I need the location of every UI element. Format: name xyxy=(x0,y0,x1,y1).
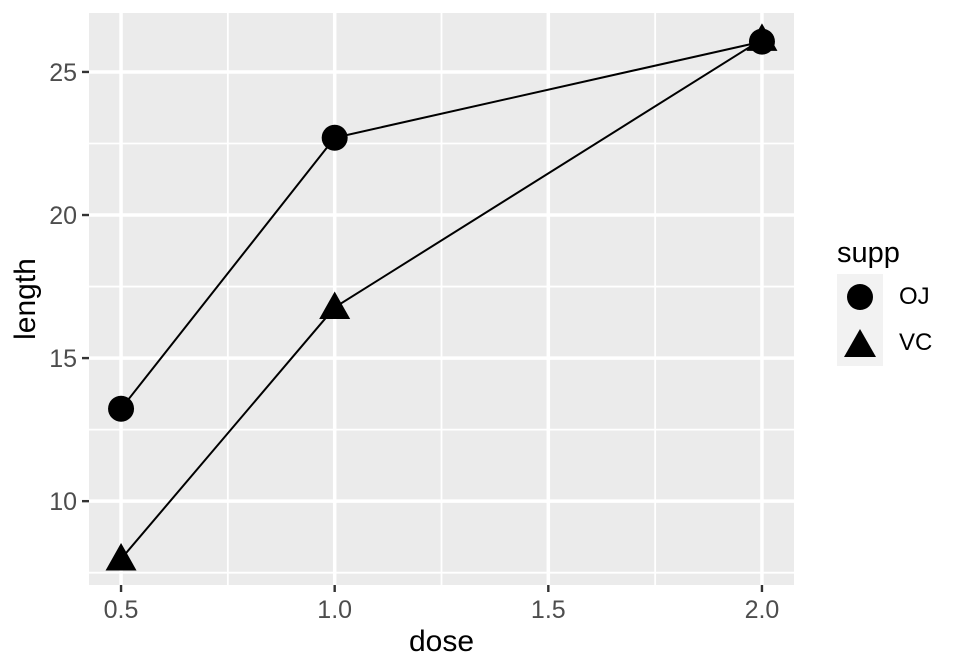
data-point-vc xyxy=(105,542,137,571)
legend-label-oj: OJ xyxy=(899,283,930,310)
y-tick-label: 10 xyxy=(49,488,77,516)
legend: supp OJ VC xyxy=(837,237,932,366)
y-axis-title: length xyxy=(9,258,42,340)
y-tick-label: 15 xyxy=(49,345,77,373)
x-axis-title: dose xyxy=(408,625,475,658)
x-tick-label: 1.0 xyxy=(317,596,352,624)
data-point-vc xyxy=(746,23,778,51)
x-tick-label: 1.5 xyxy=(531,596,566,624)
x-tick-label: 0.5 xyxy=(104,596,139,624)
y-tick-label: 20 xyxy=(49,202,77,230)
data-point-vc xyxy=(319,291,351,319)
y-tick-label: 25 xyxy=(49,59,77,87)
legend-circle-icon xyxy=(847,284,873,310)
legend-triangle-icon xyxy=(844,329,876,357)
legend-title: supp xyxy=(837,237,900,269)
legend-item-vc: VC xyxy=(837,320,932,366)
legend-item-oj: OJ xyxy=(837,274,932,320)
legend-label-vc: VC xyxy=(899,329,933,356)
x-tick-label: 2.0 xyxy=(745,596,780,624)
legend-key-vc xyxy=(837,320,883,366)
data-point-oj xyxy=(108,395,135,422)
data-point-oj xyxy=(321,124,348,151)
legend-key-oj xyxy=(837,274,883,320)
